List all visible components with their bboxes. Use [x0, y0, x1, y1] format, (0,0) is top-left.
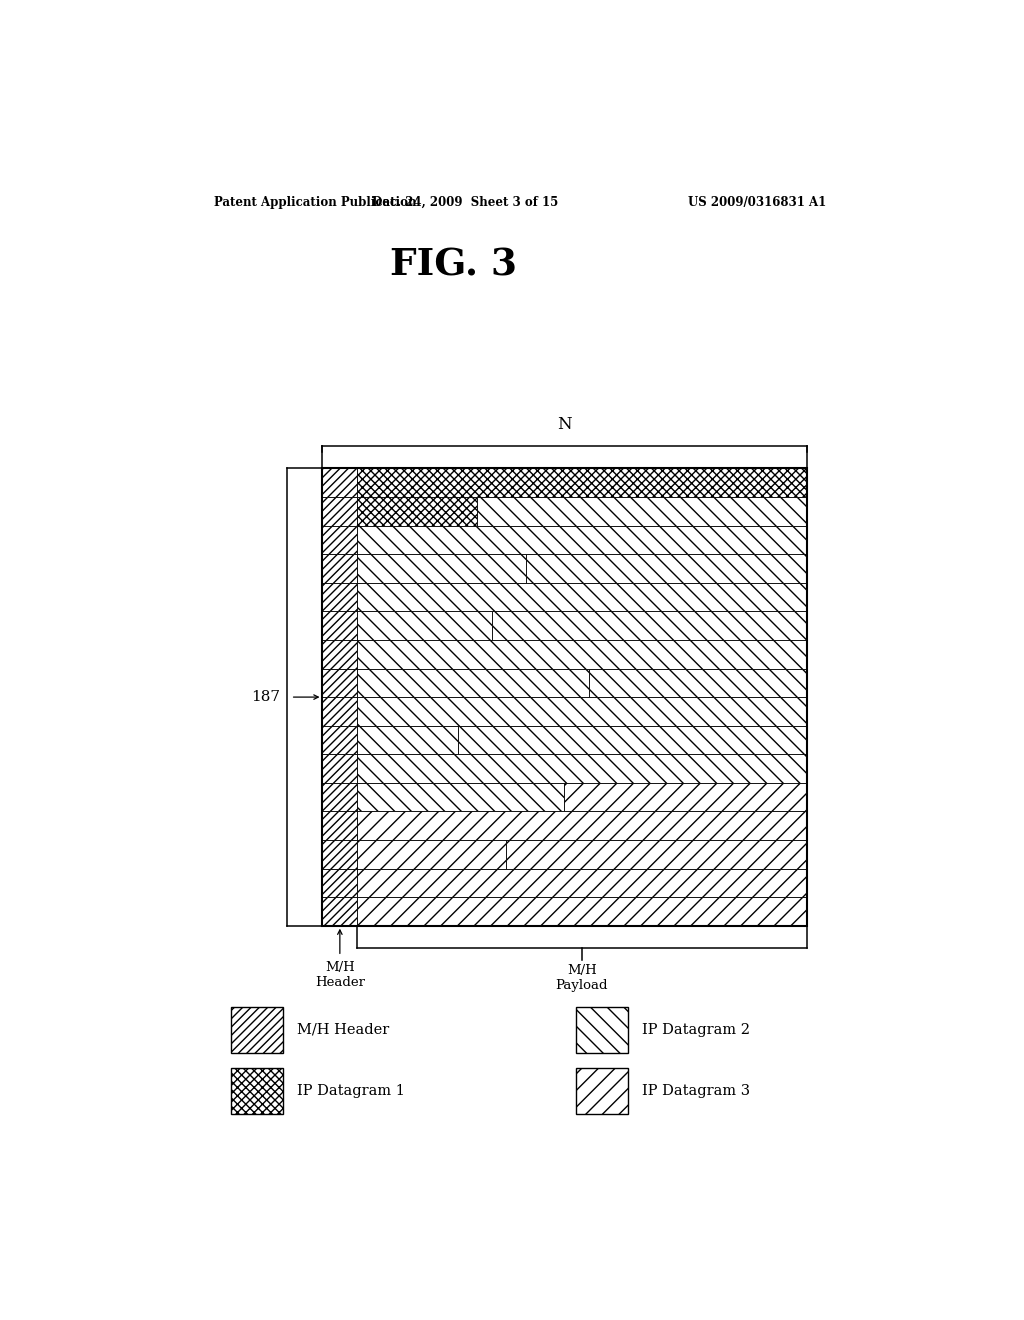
Bar — [357, 754, 807, 783]
Bar — [323, 812, 357, 840]
Bar — [323, 869, 357, 898]
Bar — [323, 611, 357, 640]
Bar — [357, 582, 807, 611]
Bar — [323, 582, 357, 611]
Bar — [357, 525, 807, 554]
Bar — [357, 840, 507, 869]
Bar — [323, 840, 357, 869]
Text: IP Datagram 3: IP Datagram 3 — [642, 1084, 751, 1098]
Bar — [323, 525, 357, 554]
Bar — [323, 726, 357, 754]
Bar — [323, 754, 357, 783]
Bar — [577, 1007, 628, 1053]
Bar — [357, 812, 807, 840]
Bar — [564, 783, 807, 812]
Bar — [323, 554, 357, 582]
Bar — [577, 1068, 628, 1114]
Bar — [357, 869, 807, 898]
Text: 187: 187 — [251, 690, 281, 704]
Bar — [357, 898, 807, 925]
Text: M/H
Payload: M/H Payload — [556, 965, 608, 993]
Bar — [492, 611, 807, 640]
Bar — [323, 640, 357, 668]
Bar — [525, 554, 807, 582]
Bar — [357, 498, 477, 525]
Bar — [357, 554, 525, 582]
Bar — [477, 498, 807, 525]
Bar — [323, 783, 357, 812]
Bar — [323, 668, 357, 697]
Text: Dec. 24, 2009  Sheet 3 of 15: Dec. 24, 2009 Sheet 3 of 15 — [372, 195, 558, 209]
Bar — [507, 840, 807, 869]
Bar — [458, 726, 807, 754]
Bar — [323, 469, 357, 498]
Bar — [357, 726, 458, 754]
Bar — [357, 640, 807, 668]
Text: N: N — [557, 416, 571, 433]
Text: US 2009/0316831 A1: US 2009/0316831 A1 — [688, 195, 826, 209]
Text: FIG. 3: FIG. 3 — [390, 247, 517, 284]
Text: IP Datagram 1: IP Datagram 1 — [297, 1084, 404, 1098]
Bar — [323, 469, 807, 925]
Bar — [357, 611, 492, 640]
Bar — [357, 783, 564, 812]
Bar — [231, 1007, 283, 1053]
Bar — [357, 668, 589, 697]
Bar — [589, 668, 807, 697]
Text: Patent Application Publication: Patent Application Publication — [214, 195, 416, 209]
Bar — [323, 498, 357, 525]
Text: IP Datagram 2: IP Datagram 2 — [642, 1023, 751, 1038]
Bar — [231, 1068, 283, 1114]
Bar — [323, 697, 357, 726]
Bar — [323, 898, 357, 925]
Text: M/H Header: M/H Header — [297, 1023, 389, 1038]
Bar — [357, 469, 807, 498]
Text: M/H
Header: M/H Header — [314, 961, 365, 990]
Bar — [357, 697, 807, 726]
